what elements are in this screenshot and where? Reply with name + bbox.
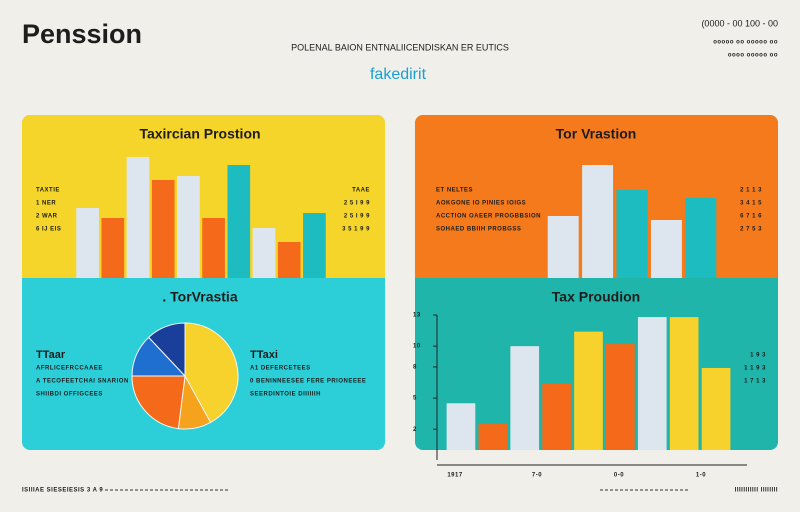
bar <box>606 344 635 450</box>
bar <box>650 220 682 278</box>
annotation: SOHAED BBIIH PROBGSS <box>436 227 521 233</box>
annotation: 6 7 1 6 <box>740 214 762 220</box>
footer-text: ISIIIAE SIESEIESIS 3 A 9 <box>22 488 103 494</box>
bar <box>446 403 476 450</box>
annotation: AOKGONE IO PINIES IOIGS <box>436 201 526 207</box>
annotation: TAXTIE <box>36 188 60 194</box>
bar <box>478 424 508 450</box>
annotation: 6 IJ EIS <box>36 227 61 233</box>
page-title: Penssion <box>22 19 142 49</box>
annotation: ET NELTES <box>436 188 473 194</box>
meta: ooooo oo ooooo oo <box>713 40 778 46</box>
bar <box>202 218 225 278</box>
bar <box>303 213 326 278</box>
annotation: A1 DEFERCETEES <box>250 366 311 372</box>
y-tick-label: 5 <box>413 396 417 402</box>
bar <box>227 165 251 278</box>
bar <box>669 317 699 450</box>
annotation: TTaxi <box>250 349 278 361</box>
annotation: 1 7 1 3 <box>744 379 766 385</box>
x-tick-label: 7-0 <box>532 473 542 479</box>
chart-title: Tor Vrastion <box>556 126 637 142</box>
y-tick-label: 2 <box>413 427 417 433</box>
bar <box>542 383 571 450</box>
annotation: 2 1 1 3 <box>740 188 762 194</box>
annotation: 2 5 I 9 9 <box>344 214 370 220</box>
bar <box>76 208 99 278</box>
bar <box>126 157 150 278</box>
annotation: SEERDINTOIE DIIIIIIH <box>250 392 321 398</box>
x-tick-label: 1917 <box>447 473 463 479</box>
annotation: 2 WAR <box>36 214 58 220</box>
subtitle: POLENAL BAION ENTNALIICENDISKAN ER EUTIC… <box>291 42 509 52</box>
bar <box>277 242 301 278</box>
annotation: ACCTION OAEER PROGBBSION <box>436 214 541 220</box>
annotation: TTaar <box>36 349 66 361</box>
bar <box>701 367 731 450</box>
pie-slice <box>184 322 239 424</box>
bar <box>637 317 667 450</box>
pie-slice <box>148 322 186 378</box>
annotation: SHIIBDI OFFIGCEES <box>36 392 103 398</box>
chart-title: Tax Proudion <box>552 289 640 305</box>
x-tick-label: 1-0 <box>696 473 706 479</box>
annotation: 2 5 I 9 9 <box>344 201 370 207</box>
bar <box>101 218 125 278</box>
chart-title: . TorVrastia <box>162 289 237 305</box>
annotation: 2 7 5 3 <box>740 227 762 233</box>
annotation: A TECOFEETCHAI SNARION <box>36 379 129 385</box>
tagline: fakedirit <box>370 66 427 83</box>
y-tick-label: 10 <box>413 344 421 350</box>
bar <box>582 165 614 278</box>
chart-title: Taxircian Prostion <box>139 126 260 142</box>
pie-slice <box>131 375 186 430</box>
annotation: 0 BENINNEESEE FERE PRIONEEEE <box>250 379 366 385</box>
footer-text: IIIIIIIIIII IIIIIIII <box>735 488 778 494</box>
annotation: 3 5 1 9 9 <box>342 227 370 233</box>
bar <box>177 176 200 278</box>
bar <box>616 190 648 278</box>
y-tick-label: 13 <box>413 313 421 319</box>
annotation: AFRLICEFRCCAAEE <box>36 366 103 372</box>
bar <box>574 331 603 450</box>
bar <box>547 216 579 278</box>
bar <box>510 346 540 450</box>
annotation: TAAE <box>352 188 370 194</box>
code: (0000 - 00 100 - 00 <box>701 18 778 28</box>
annotation: 1 9 3 <box>750 353 766 359</box>
annotation: 1 NER <box>36 201 56 207</box>
meta: oooo ooooo oo <box>728 53 778 59</box>
bar <box>151 180 175 278</box>
annotation: 3 4 1 5 <box>740 201 762 207</box>
bar <box>252 228 276 278</box>
annotation: 1 1 9 3 <box>744 366 766 372</box>
x-tick-label: 0-0 <box>614 473 624 479</box>
bar <box>685 198 717 278</box>
y-tick-label: 8 <box>413 365 417 371</box>
